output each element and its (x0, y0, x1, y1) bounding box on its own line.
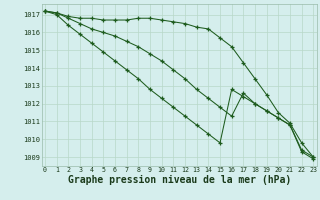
X-axis label: Graphe pression niveau de la mer (hPa): Graphe pression niveau de la mer (hPa) (68, 175, 291, 185)
